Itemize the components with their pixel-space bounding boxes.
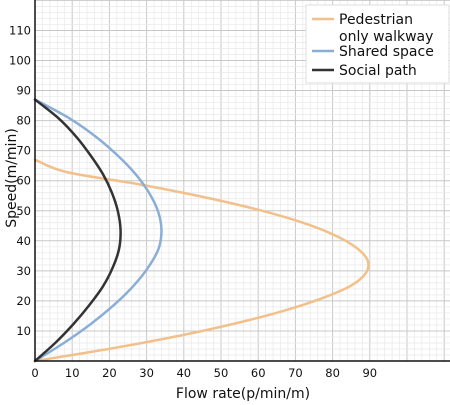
axes <box>34 0 450 362</box>
y-tick-label: 90 <box>16 84 31 98</box>
y-tick-label: 80 <box>16 114 31 128</box>
y-tick-label: 30 <box>16 264 31 278</box>
x-tick-label: 10 <box>65 366 80 380</box>
x-tick-label: 50 <box>214 366 229 380</box>
series-line-0 <box>33 158 370 363</box>
y-tick-label: 20 <box>16 294 31 308</box>
x-tick-label: 0 <box>31 366 38 380</box>
x-tick-label: 40 <box>176 366 191 380</box>
y-tick-label: 70 <box>16 144 31 158</box>
y-tick-label: 40 <box>16 234 31 248</box>
series-line-1 <box>33 98 163 363</box>
x-tick-label: 70 <box>288 366 303 380</box>
legend-label-pedestrian-line1: Pedestrian <box>339 12 413 28</box>
x-tick-label: 20 <box>102 366 117 380</box>
x-axis-title: Flow rate(p/min/m) <box>176 386 310 402</box>
y-tick-label: 50 <box>16 204 31 218</box>
x-tick-label: 30 <box>139 366 154 380</box>
x-tick-label: 90 <box>362 366 377 380</box>
series-line-2 <box>33 98 122 363</box>
legend-label-pedestrian-line2: only walkway <box>339 29 433 45</box>
legend-label-shared-space: Shared space <box>339 44 434 60</box>
tick-labels: 0 10 20 30 40 50 60 70 80 90 10 20 30 40 50 60 70 80 90 100… <box>9 23 377 380</box>
legend-label-social-path: Social path <box>339 63 417 79</box>
y-tick-label: 110 <box>9 23 31 37</box>
y-tick-label: 100 <box>9 54 31 68</box>
y-tick-label: 60 <box>16 174 31 188</box>
x-tick-label: 80 <box>325 366 340 380</box>
series-lines <box>33 98 370 363</box>
legend: Pedestrian only walkway Shared space Soc… <box>305 4 450 84</box>
x-tick-label: 60 <box>251 366 266 380</box>
y-tick-label: 10 <box>16 324 31 338</box>
y-axis-title: Speed(m/min) <box>4 128 20 228</box>
